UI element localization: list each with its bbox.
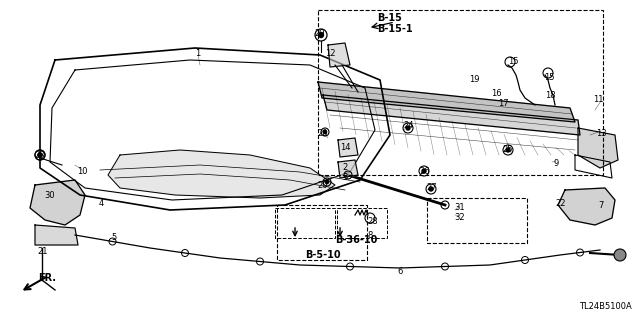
Circle shape xyxy=(406,126,410,130)
Circle shape xyxy=(422,169,426,173)
Polygon shape xyxy=(578,128,618,168)
Text: 30: 30 xyxy=(45,190,55,199)
Text: 3: 3 xyxy=(342,174,348,182)
Polygon shape xyxy=(108,150,335,198)
Text: 25: 25 xyxy=(503,145,513,153)
Bar xyxy=(427,198,527,243)
Text: 7: 7 xyxy=(598,201,604,210)
Text: 12: 12 xyxy=(324,48,335,57)
Text: 20: 20 xyxy=(317,181,328,189)
Text: 24: 24 xyxy=(404,122,414,130)
Circle shape xyxy=(614,249,626,261)
Text: 14: 14 xyxy=(340,144,350,152)
Circle shape xyxy=(506,148,510,152)
Circle shape xyxy=(429,187,433,191)
Text: 15: 15 xyxy=(544,73,554,83)
Text: TL24B5100A: TL24B5100A xyxy=(579,302,632,311)
Text: 29: 29 xyxy=(315,28,325,38)
Text: B-15: B-15 xyxy=(377,13,402,23)
Polygon shape xyxy=(323,95,580,135)
Bar xyxy=(275,208,335,238)
Text: B-36-10: B-36-10 xyxy=(335,235,378,245)
Polygon shape xyxy=(35,225,78,245)
Bar xyxy=(337,208,387,238)
Text: 16: 16 xyxy=(491,88,501,98)
Text: FR.: FR. xyxy=(38,273,56,283)
Text: B-15-1: B-15-1 xyxy=(377,24,413,34)
Text: 4: 4 xyxy=(99,199,104,209)
Circle shape xyxy=(38,153,42,157)
Text: 31: 31 xyxy=(454,204,465,212)
Text: 9: 9 xyxy=(554,159,559,167)
Polygon shape xyxy=(328,43,350,67)
Text: 6: 6 xyxy=(397,268,403,277)
Text: 19: 19 xyxy=(468,76,479,85)
Text: 15: 15 xyxy=(508,57,518,66)
Text: 22: 22 xyxy=(556,199,566,209)
Text: 23: 23 xyxy=(35,151,45,160)
Polygon shape xyxy=(558,188,615,225)
Bar xyxy=(277,205,367,260)
Circle shape xyxy=(325,181,328,184)
Text: 27: 27 xyxy=(427,183,437,192)
Text: 26: 26 xyxy=(420,167,430,175)
Text: 20: 20 xyxy=(317,129,328,137)
Text: 11: 11 xyxy=(593,95,604,105)
Polygon shape xyxy=(338,138,358,157)
Text: 28: 28 xyxy=(368,218,378,226)
Polygon shape xyxy=(338,160,358,178)
Text: 10: 10 xyxy=(77,167,87,176)
Circle shape xyxy=(319,33,323,38)
Text: B-5-10: B-5-10 xyxy=(305,250,340,260)
Text: 32: 32 xyxy=(454,213,465,222)
Text: 5: 5 xyxy=(111,234,116,242)
Polygon shape xyxy=(318,82,575,122)
Text: 13: 13 xyxy=(596,129,606,137)
Bar xyxy=(318,10,603,175)
Text: 21: 21 xyxy=(38,248,48,256)
Text: 8: 8 xyxy=(367,232,372,241)
Text: 1: 1 xyxy=(195,48,200,57)
Text: 17: 17 xyxy=(498,100,508,108)
Text: 18: 18 xyxy=(545,92,556,100)
Polygon shape xyxy=(30,180,85,225)
Text: 2: 2 xyxy=(342,164,348,173)
Circle shape xyxy=(38,153,42,157)
Circle shape xyxy=(323,130,326,134)
